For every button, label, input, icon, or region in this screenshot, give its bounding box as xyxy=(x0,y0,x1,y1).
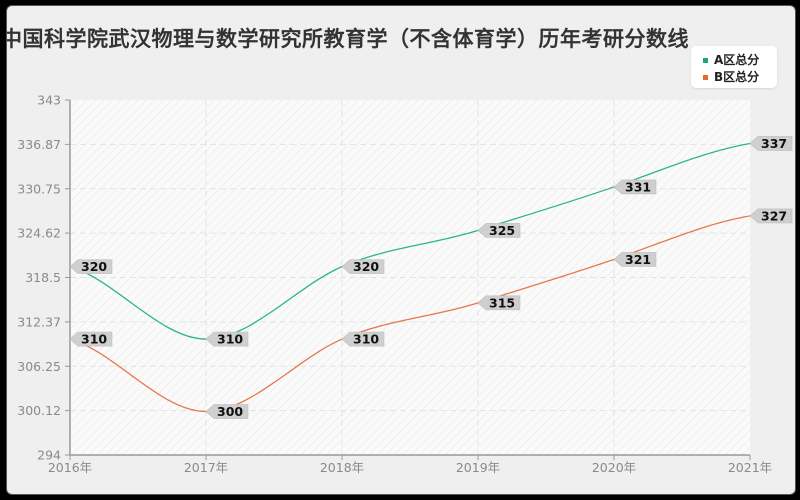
legend-swatch-b-icon xyxy=(703,75,708,80)
legend-item-a[interactable]: A区总分 xyxy=(703,51,759,68)
data-label: 327 xyxy=(749,208,793,224)
data-label: 310 xyxy=(205,331,249,347)
y-tick-label: 324.62 xyxy=(17,226,61,241)
plot-area: 343 336.87 330.75 324.62 318.5 312.37 306.25 30… xyxy=(17,93,793,475)
x-tick-label: 2018年 xyxy=(320,460,364,475)
legend-label-b: B区总分 xyxy=(714,70,760,84)
data-label: 310 xyxy=(341,331,385,347)
label-tag-icon xyxy=(749,136,793,151)
label-tag-icon xyxy=(69,331,113,347)
label-tag-icon xyxy=(69,259,113,274)
y-tick-label: 306.25 xyxy=(17,359,61,374)
data-label-value: 321 xyxy=(625,252,651,267)
chart-title: 中国科学院武汉物理与数学研究所教育学（不含体育学）历年考研分数线 xyxy=(6,27,689,51)
data-label-value: 310 xyxy=(81,332,107,347)
legend-swatch-a-icon xyxy=(703,58,708,63)
x-tick-label: 2017年 xyxy=(184,460,228,475)
x-tick-label: 2021年 xyxy=(728,460,772,475)
data-label: 331 xyxy=(613,179,657,195)
data-label-value: 320 xyxy=(81,259,107,274)
y-tick-label: 330.75 xyxy=(17,181,61,196)
data-label-value: 327 xyxy=(761,208,787,223)
data-label: 310 xyxy=(69,331,113,347)
data-label: 320 xyxy=(341,259,385,274)
data-label-value: 325 xyxy=(489,223,515,238)
legend-item-b[interactable]: B区总分 xyxy=(703,68,759,85)
y-tick-label: 312.37 xyxy=(17,314,61,329)
data-label-value: 331 xyxy=(625,179,651,194)
data-label-value: 337 xyxy=(761,136,787,151)
y-tick-label: 318.5 xyxy=(25,270,61,285)
data-label-value: 300 xyxy=(217,404,243,419)
label-tag-icon xyxy=(749,208,793,224)
data-label: 325 xyxy=(477,223,521,238)
legend: A区总分 B区总分 xyxy=(691,46,777,88)
x-tick-label: 2016年 xyxy=(48,460,92,475)
label-tag-icon xyxy=(341,259,385,274)
y-tick-label: 300.12 xyxy=(17,403,61,418)
y-tick-label: 343 xyxy=(37,93,61,108)
data-label: 321 xyxy=(613,252,657,267)
y-tick-label: 294 xyxy=(37,448,61,463)
label-tag-icon xyxy=(205,331,249,347)
data-label-value: 315 xyxy=(489,295,515,310)
data-label-value: 320 xyxy=(353,259,379,274)
label-tag-icon xyxy=(613,179,657,195)
data-label: 315 xyxy=(477,295,521,311)
label-tag-icon xyxy=(341,331,385,347)
y-tick-label: 336.87 xyxy=(17,137,61,152)
label-tag-icon xyxy=(205,404,249,419)
label-tag-icon xyxy=(477,223,521,238)
data-label-value: 310 xyxy=(353,332,379,347)
x-tick-label: 2019年 xyxy=(456,460,500,475)
data-label-value: 310 xyxy=(217,332,243,347)
x-tick-label: 2020年 xyxy=(592,460,636,475)
data-label: 300 xyxy=(205,404,249,419)
data-label: 320 xyxy=(69,259,113,274)
legend-label-a: A区总分 xyxy=(714,53,760,67)
label-tag-icon xyxy=(613,252,657,267)
label-tag-icon xyxy=(477,295,521,311)
data-label: 337 xyxy=(749,136,793,151)
